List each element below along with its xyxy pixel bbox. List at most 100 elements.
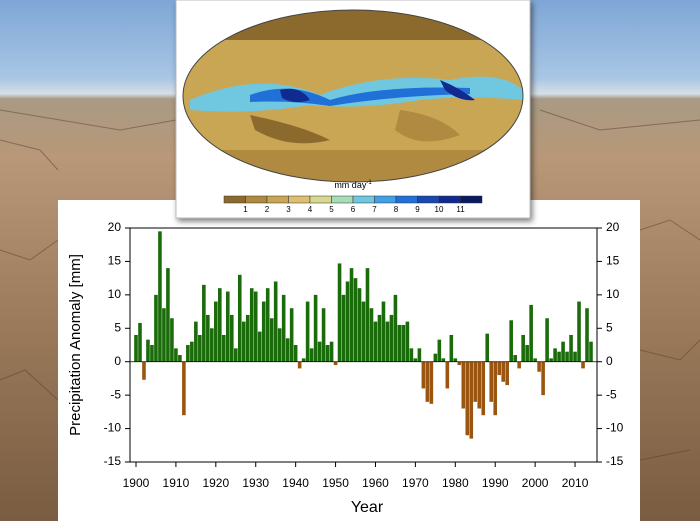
- bar: [186, 345, 190, 362]
- bar: [357, 288, 362, 362]
- bar: [134, 334, 138, 362]
- x-tick-label: 1960: [362, 476, 389, 490]
- bar: [202, 284, 206, 362]
- bar: [245, 314, 250, 362]
- bar: [182, 361, 186, 416]
- colorbar-swatch: [374, 195, 397, 204]
- bar: [198, 334, 202, 362]
- bar: [321, 308, 326, 362]
- y-tick-label: 0: [114, 354, 121, 368]
- bar: [577, 301, 581, 362]
- bar: [178, 355, 182, 362]
- bar: [222, 334, 226, 362]
- bar: [237, 274, 242, 362]
- bar: [345, 281, 350, 362]
- bar: [453, 358, 458, 362]
- bar: [158, 231, 162, 362]
- x-tick-label: 1970: [402, 476, 429, 490]
- colorbar-swatch: [309, 195, 332, 204]
- bar: [349, 268, 354, 362]
- bar: [281, 294, 286, 362]
- bar: [289, 308, 294, 362]
- bar: [297, 361, 302, 369]
- bar: [421, 361, 426, 389]
- colorbar-tick-label: 4: [308, 205, 313, 214]
- colorbar-swatch: [417, 195, 440, 204]
- y-tick-label: -5: [110, 387, 121, 401]
- x-tick-label: 1980: [442, 476, 469, 490]
- colorbar-tick-label: 2: [265, 205, 270, 214]
- x-tick-label: 1950: [322, 476, 349, 490]
- bar: [190, 341, 194, 362]
- bar: [265, 288, 270, 362]
- bar: [253, 291, 258, 362]
- colorbar-swatch: [352, 195, 375, 204]
- bar: [313, 294, 318, 362]
- bar: [285, 338, 290, 362]
- bar: [353, 278, 358, 362]
- colorbar-tick-label: 10: [435, 205, 444, 214]
- plot-frame: [129, 227, 598, 463]
- y-tick-label-right: 0: [606, 354, 613, 368]
- bar: [214, 301, 218, 362]
- y-tick-label-right: 5: [606, 320, 613, 334]
- bar: [210, 328, 214, 362]
- bar: [461, 361, 466, 409]
- x-tick-label: 1990: [482, 476, 509, 490]
- x-tick-label: 2010: [562, 476, 589, 490]
- bar: [401, 324, 406, 362]
- bar: [138, 322, 142, 362]
- bar: [170, 318, 174, 362]
- colorbar-swatch: [266, 195, 289, 204]
- bar: [525, 345, 529, 362]
- y-tick-label-right: 20: [606, 220, 620, 234]
- bar: [162, 308, 166, 362]
- y-tick-label-right: -10: [606, 421, 624, 435]
- bar: [549, 358, 553, 362]
- bar: [194, 321, 198, 362]
- bar: [150, 345, 154, 362]
- bar: [249, 288, 254, 362]
- bar: [261, 301, 266, 362]
- bar: [557, 351, 561, 362]
- bar: [305, 301, 310, 362]
- colorbar-swatch: [438, 195, 461, 204]
- colorbar-tick-label: 9: [415, 205, 420, 214]
- bar: [269, 318, 274, 362]
- colorbar-label: mm day-1: [334, 180, 372, 191]
- bar: [545, 318, 549, 362]
- bar: [233, 348, 238, 362]
- x-axis-label: Year: [351, 499, 384, 516]
- bar: [325, 345, 330, 362]
- bar: [537, 361, 541, 372]
- bar: [437, 339, 442, 362]
- map-field: [183, 10, 523, 182]
- y-tick-label-right: -5: [606, 387, 617, 401]
- bar: [489, 361, 494, 402]
- x-tick-label: 1930: [242, 476, 269, 490]
- bar: [497, 361, 502, 376]
- bar: [493, 361, 498, 416]
- map-outline: [182, 9, 524, 183]
- cracks: [0, 109, 700, 461]
- colorbar-swatch: [223, 195, 246, 204]
- colorbar-tick-label: 5: [329, 205, 334, 214]
- bar: [445, 361, 450, 389]
- colorbar-tick-label: 1: [243, 205, 248, 214]
- bar: [541, 361, 545, 396]
- colorbar-label-text: mm day: [334, 180, 367, 190]
- bar: [565, 351, 569, 362]
- x-tick-label: 1940: [282, 476, 309, 490]
- bar: [393, 294, 398, 362]
- y-tick-label-right: -15: [606, 454, 624, 468]
- bar: [206, 314, 210, 362]
- bar: [225, 291, 230, 362]
- bar: [505, 361, 509, 386]
- bar: [369, 308, 374, 362]
- bar: [469, 361, 474, 439]
- bar: [361, 301, 366, 362]
- bar: [381, 301, 386, 362]
- x-tick-label: 1900: [123, 476, 150, 490]
- bar: [581, 361, 585, 369]
- bar: [529, 304, 533, 362]
